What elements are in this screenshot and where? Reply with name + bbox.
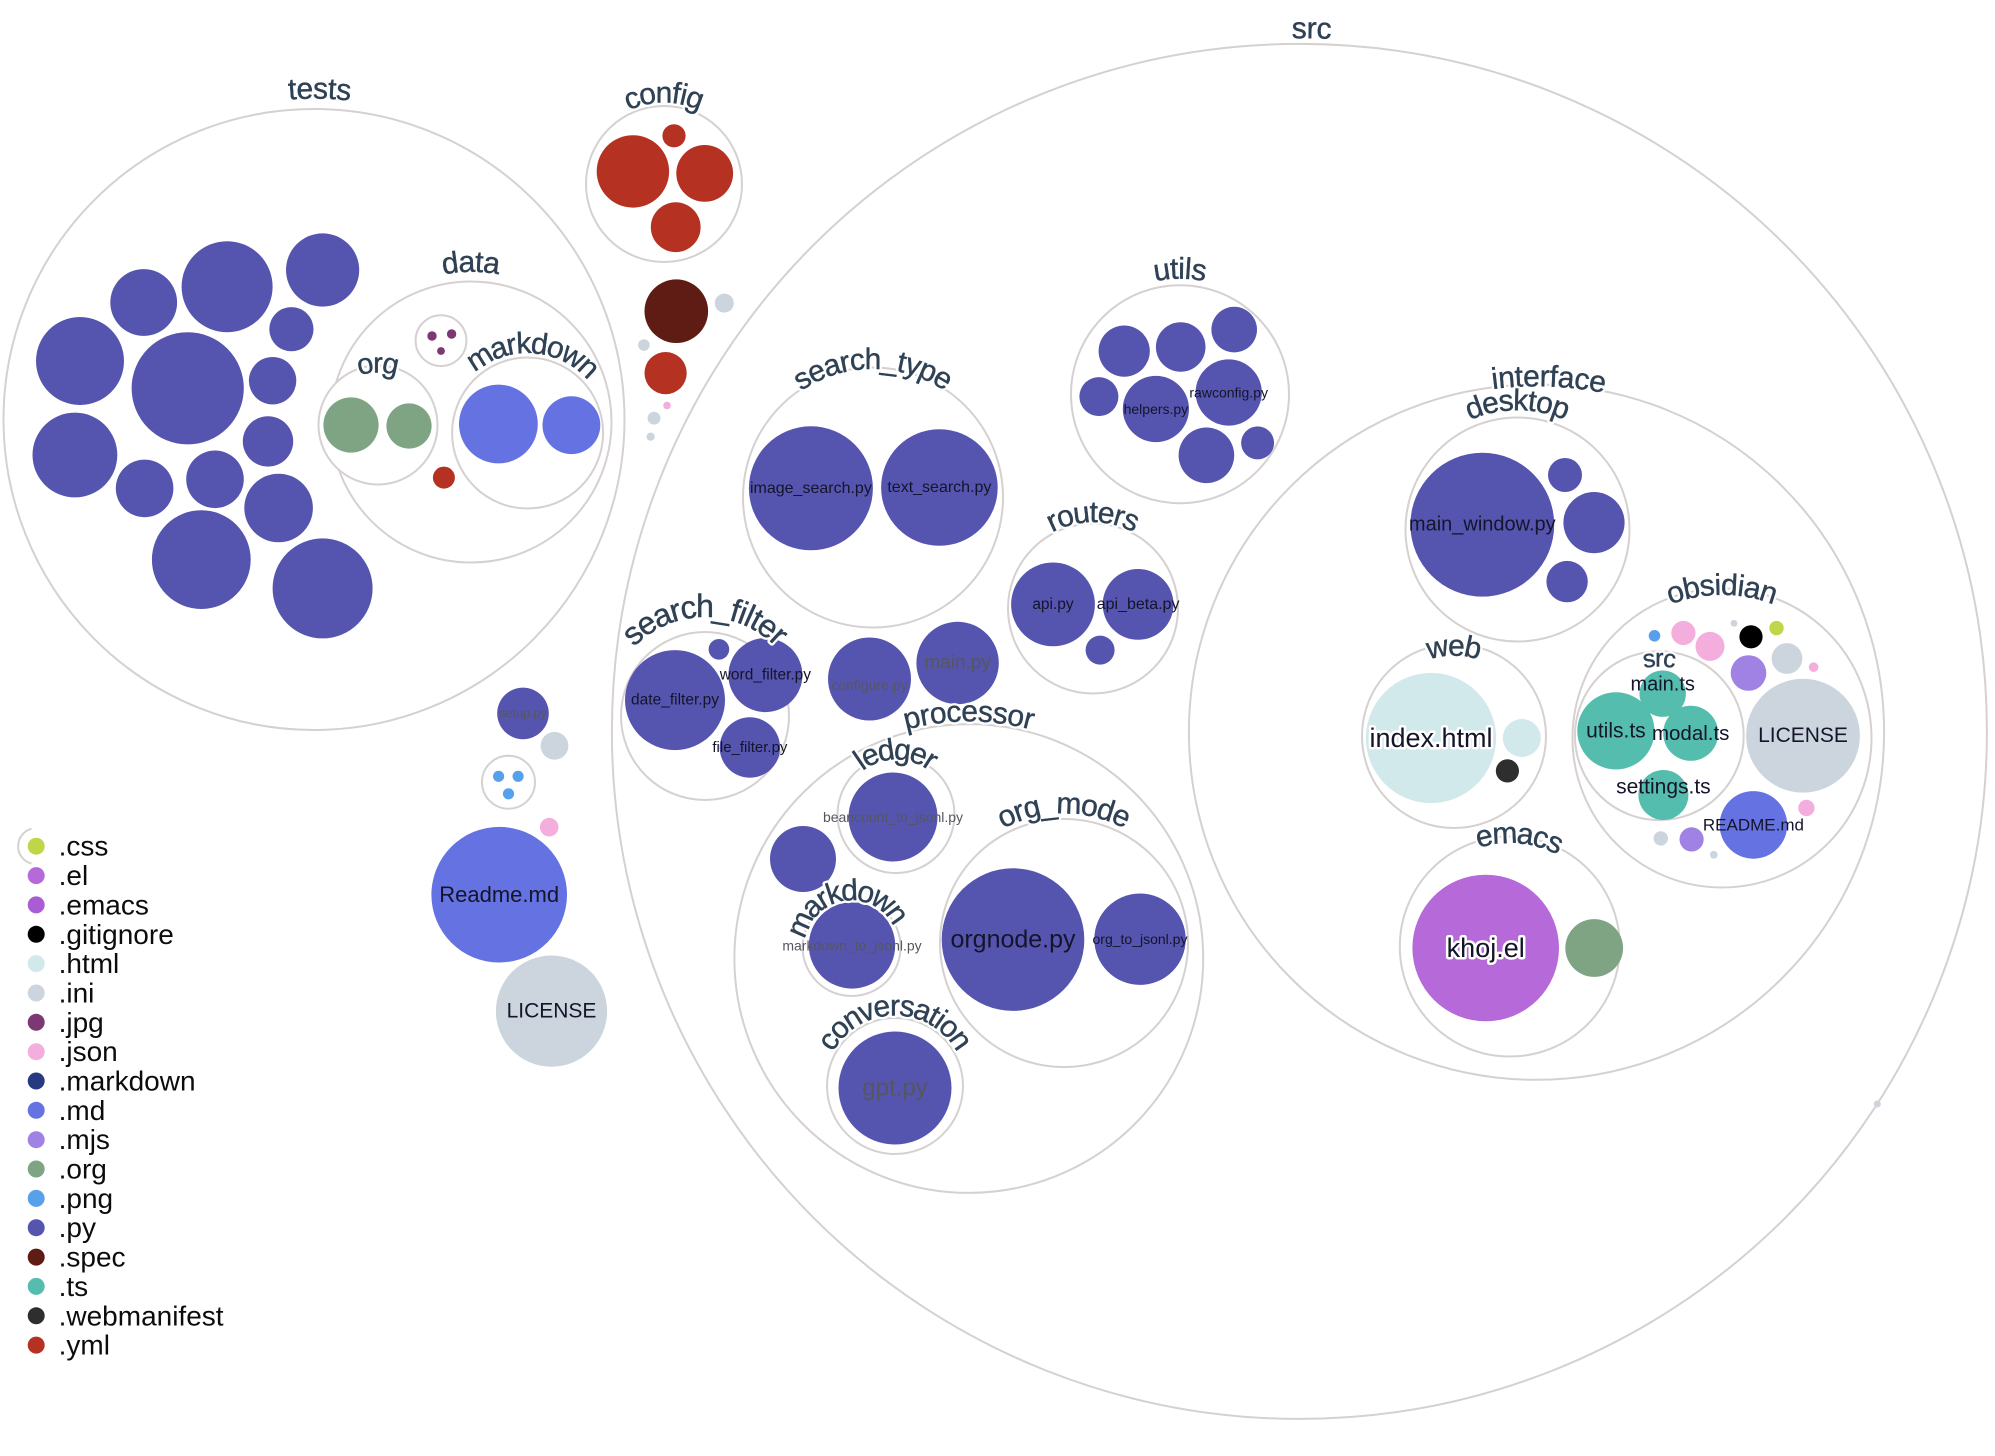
svg-text:LICENSE: LICENSE <box>507 1000 597 1023</box>
svg-text:.emacs: .emacs <box>59 889 149 920</box>
svg-text:settings.ts: settings.ts <box>1616 776 1711 799</box>
svg-text:utils: utils <box>1151 253 1209 288</box>
svg-text:rawconfig.py: rawconfig.py <box>1189 385 1268 401</box>
svg-text:Readme.md: Readme.md <box>439 882 559 907</box>
svg-text:src: src <box>1292 12 1332 46</box>
svg-text:.org: .org <box>59 1154 107 1185</box>
svg-text:.css: .css <box>59 831 109 862</box>
svg-text:web: web <box>1423 629 1485 666</box>
svg-text:tests: tests <box>287 73 353 108</box>
svg-text:api_beta.py: api_beta.py <box>1097 596 1180 613</box>
svg-text:main.ts: main.ts <box>1630 674 1694 696</box>
svg-text:.md: .md <box>59 1095 106 1126</box>
svg-text:.py: .py <box>59 1212 96 1243</box>
svg-text:.jpg: .jpg <box>59 1007 104 1038</box>
svg-text:main_window.py: main_window.py <box>1409 514 1556 536</box>
svg-text:src: src <box>1641 644 1678 673</box>
svg-text:index.html: index.html <box>1369 723 1492 753</box>
svg-text:word_filter.py: word_filter.py <box>719 667 812 684</box>
svg-text:modal.ts: modal.ts <box>1652 722 1729 745</box>
svg-text:org_to_jsonl.py: org_to_jsonl.py <box>1093 931 1188 947</box>
svg-text:.png: .png <box>59 1183 114 1214</box>
svg-text:.markdown: .markdown <box>59 1066 196 1097</box>
svg-text:.gitignore: .gitignore <box>59 919 174 950</box>
svg-text:.el: .el <box>59 860 89 891</box>
svg-text:interface: interface <box>1490 360 1609 400</box>
svg-text:.mjs: .mjs <box>59 1124 110 1155</box>
svg-text:configure.py: configure.py <box>831 677 907 693</box>
svg-text:image_search.py: image_search.py <box>750 480 872 497</box>
svg-text:web: web <box>1423 629 1485 666</box>
svg-text:main.py: main.py <box>924 653 991 674</box>
svg-text:.html: .html <box>59 948 120 979</box>
svg-text:.ts: .ts <box>59 1271 89 1302</box>
svg-text:.webmanifest: .webmanifest <box>59 1300 224 1331</box>
svg-text:helpers.py: helpers.py <box>1124 401 1189 417</box>
svg-text:utils.ts: utils.ts <box>1586 719 1646 742</box>
svg-text:file_filter.py: file_filter.py <box>712 739 788 756</box>
svg-text:org: org <box>354 347 402 382</box>
svg-text:date_filter.py: date_filter.py <box>631 692 719 709</box>
svg-text:README.md: README.md <box>1703 815 1804 834</box>
svg-text:khoj.el: khoj.el <box>1447 933 1525 963</box>
svg-text:.json: .json <box>59 1036 118 1067</box>
svg-text:gpt.py: gpt.py <box>862 1075 927 1102</box>
svg-text:src: src <box>1641 644 1678 673</box>
svg-text:setup.py: setup.py <box>499 706 547 720</box>
svg-text:data: data <box>440 246 503 282</box>
svg-text:beancount_to_jsonl.py: beancount_to_jsonl.py <box>823 809 963 825</box>
svg-text:.yml: .yml <box>59 1330 110 1361</box>
svg-text:text_search.py: text_search.py <box>887 479 991 496</box>
svg-text:org: org <box>354 347 402 382</box>
svg-text:data: data <box>440 246 503 282</box>
svg-text:.ini: .ini <box>59 978 95 1009</box>
svg-text:tests: tests <box>287 73 353 108</box>
svg-text:api.py: api.py <box>1032 596 1074 613</box>
svg-text:utils: utils <box>1151 253 1209 288</box>
svg-text:markdown_to_jsonl.py: markdown_to_jsonl.py <box>782 937 921 953</box>
svg-text:src: src <box>1292 12 1332 46</box>
svg-text:orgnode.py: orgnode.py <box>950 926 1076 954</box>
svg-text:LICENSE: LICENSE <box>1758 724 1848 747</box>
svg-text:.spec: .spec <box>59 1242 126 1273</box>
